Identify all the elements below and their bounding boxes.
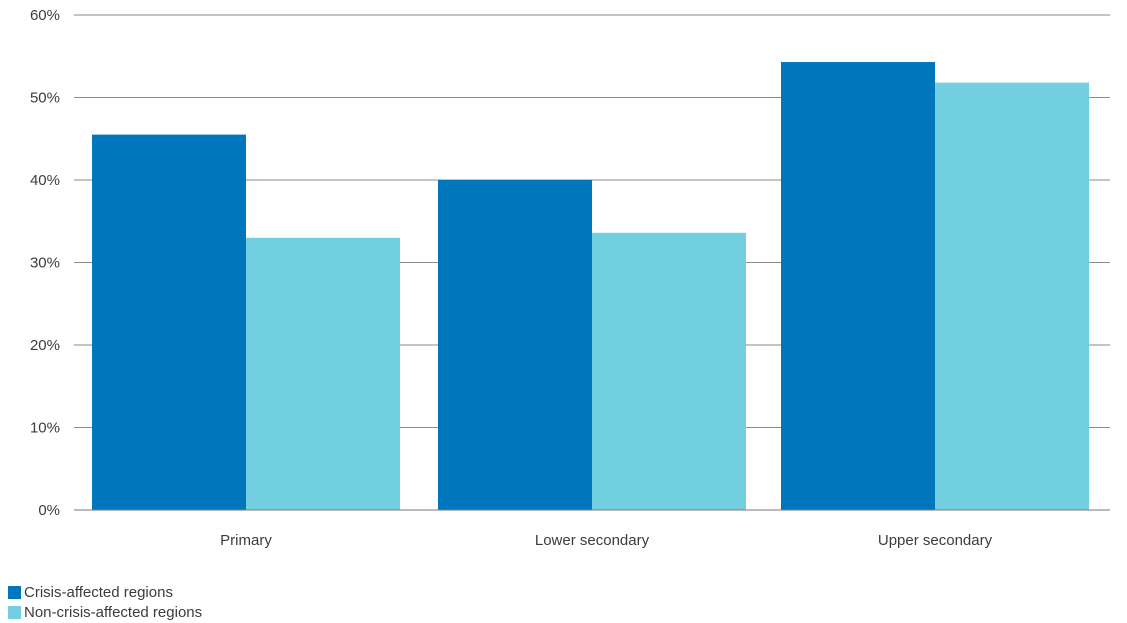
bar-crisis — [438, 180, 592, 510]
y-tick-label: 10% — [30, 420, 60, 437]
x-tick-label: Lower secondary — [535, 532, 650, 549]
x-tick-label: Upper secondary — [878, 532, 993, 549]
bar-crisis — [781, 62, 935, 511]
x-tick-label: Primary — [220, 532, 272, 549]
legend-label-crisis: Crisis-affected regions — [24, 583, 173, 601]
y-tick-label: 60% — [30, 7, 60, 24]
bar-crisis — [92, 134, 246, 510]
y-tick-label: 30% — [30, 255, 60, 272]
y-tick-label: 20% — [30, 337, 60, 354]
legend-item-crisis: Crisis-affected regions — [8, 582, 202, 602]
y-tick-label: 40% — [30, 172, 60, 189]
bar-chart: 0% 10% 20% 30% 40% 50% 60% Primary Lower second… — [30, 7, 1110, 549]
y-tick-label: 0% — [38, 502, 60, 519]
legend-swatch-crisis — [8, 585, 21, 599]
bar-non-crisis — [935, 82, 1089, 511]
legend-item-non-crisis: Non-crisis-affected regions — [8, 602, 202, 622]
legend-label-non-crisis: Non-crisis-affected regions — [24, 603, 203, 621]
y-axis-ticks: 0% 10% 20% 30% 40% 50% 60% — [30, 7, 60, 519]
bars — [74, 62, 1110, 511]
bar-non-crisis — [592, 232, 746, 511]
y-tick-label: 50% — [30, 90, 60, 107]
legend: Crisis-affected regions Non-crisis-affec… — [8, 582, 202, 622]
bar-non-crisis — [246, 237, 400, 510]
x-axis-ticks: Primary Lower secondary Upper secondary — [220, 532, 992, 549]
legend-swatch-non-crisis — [8, 605, 21, 619]
